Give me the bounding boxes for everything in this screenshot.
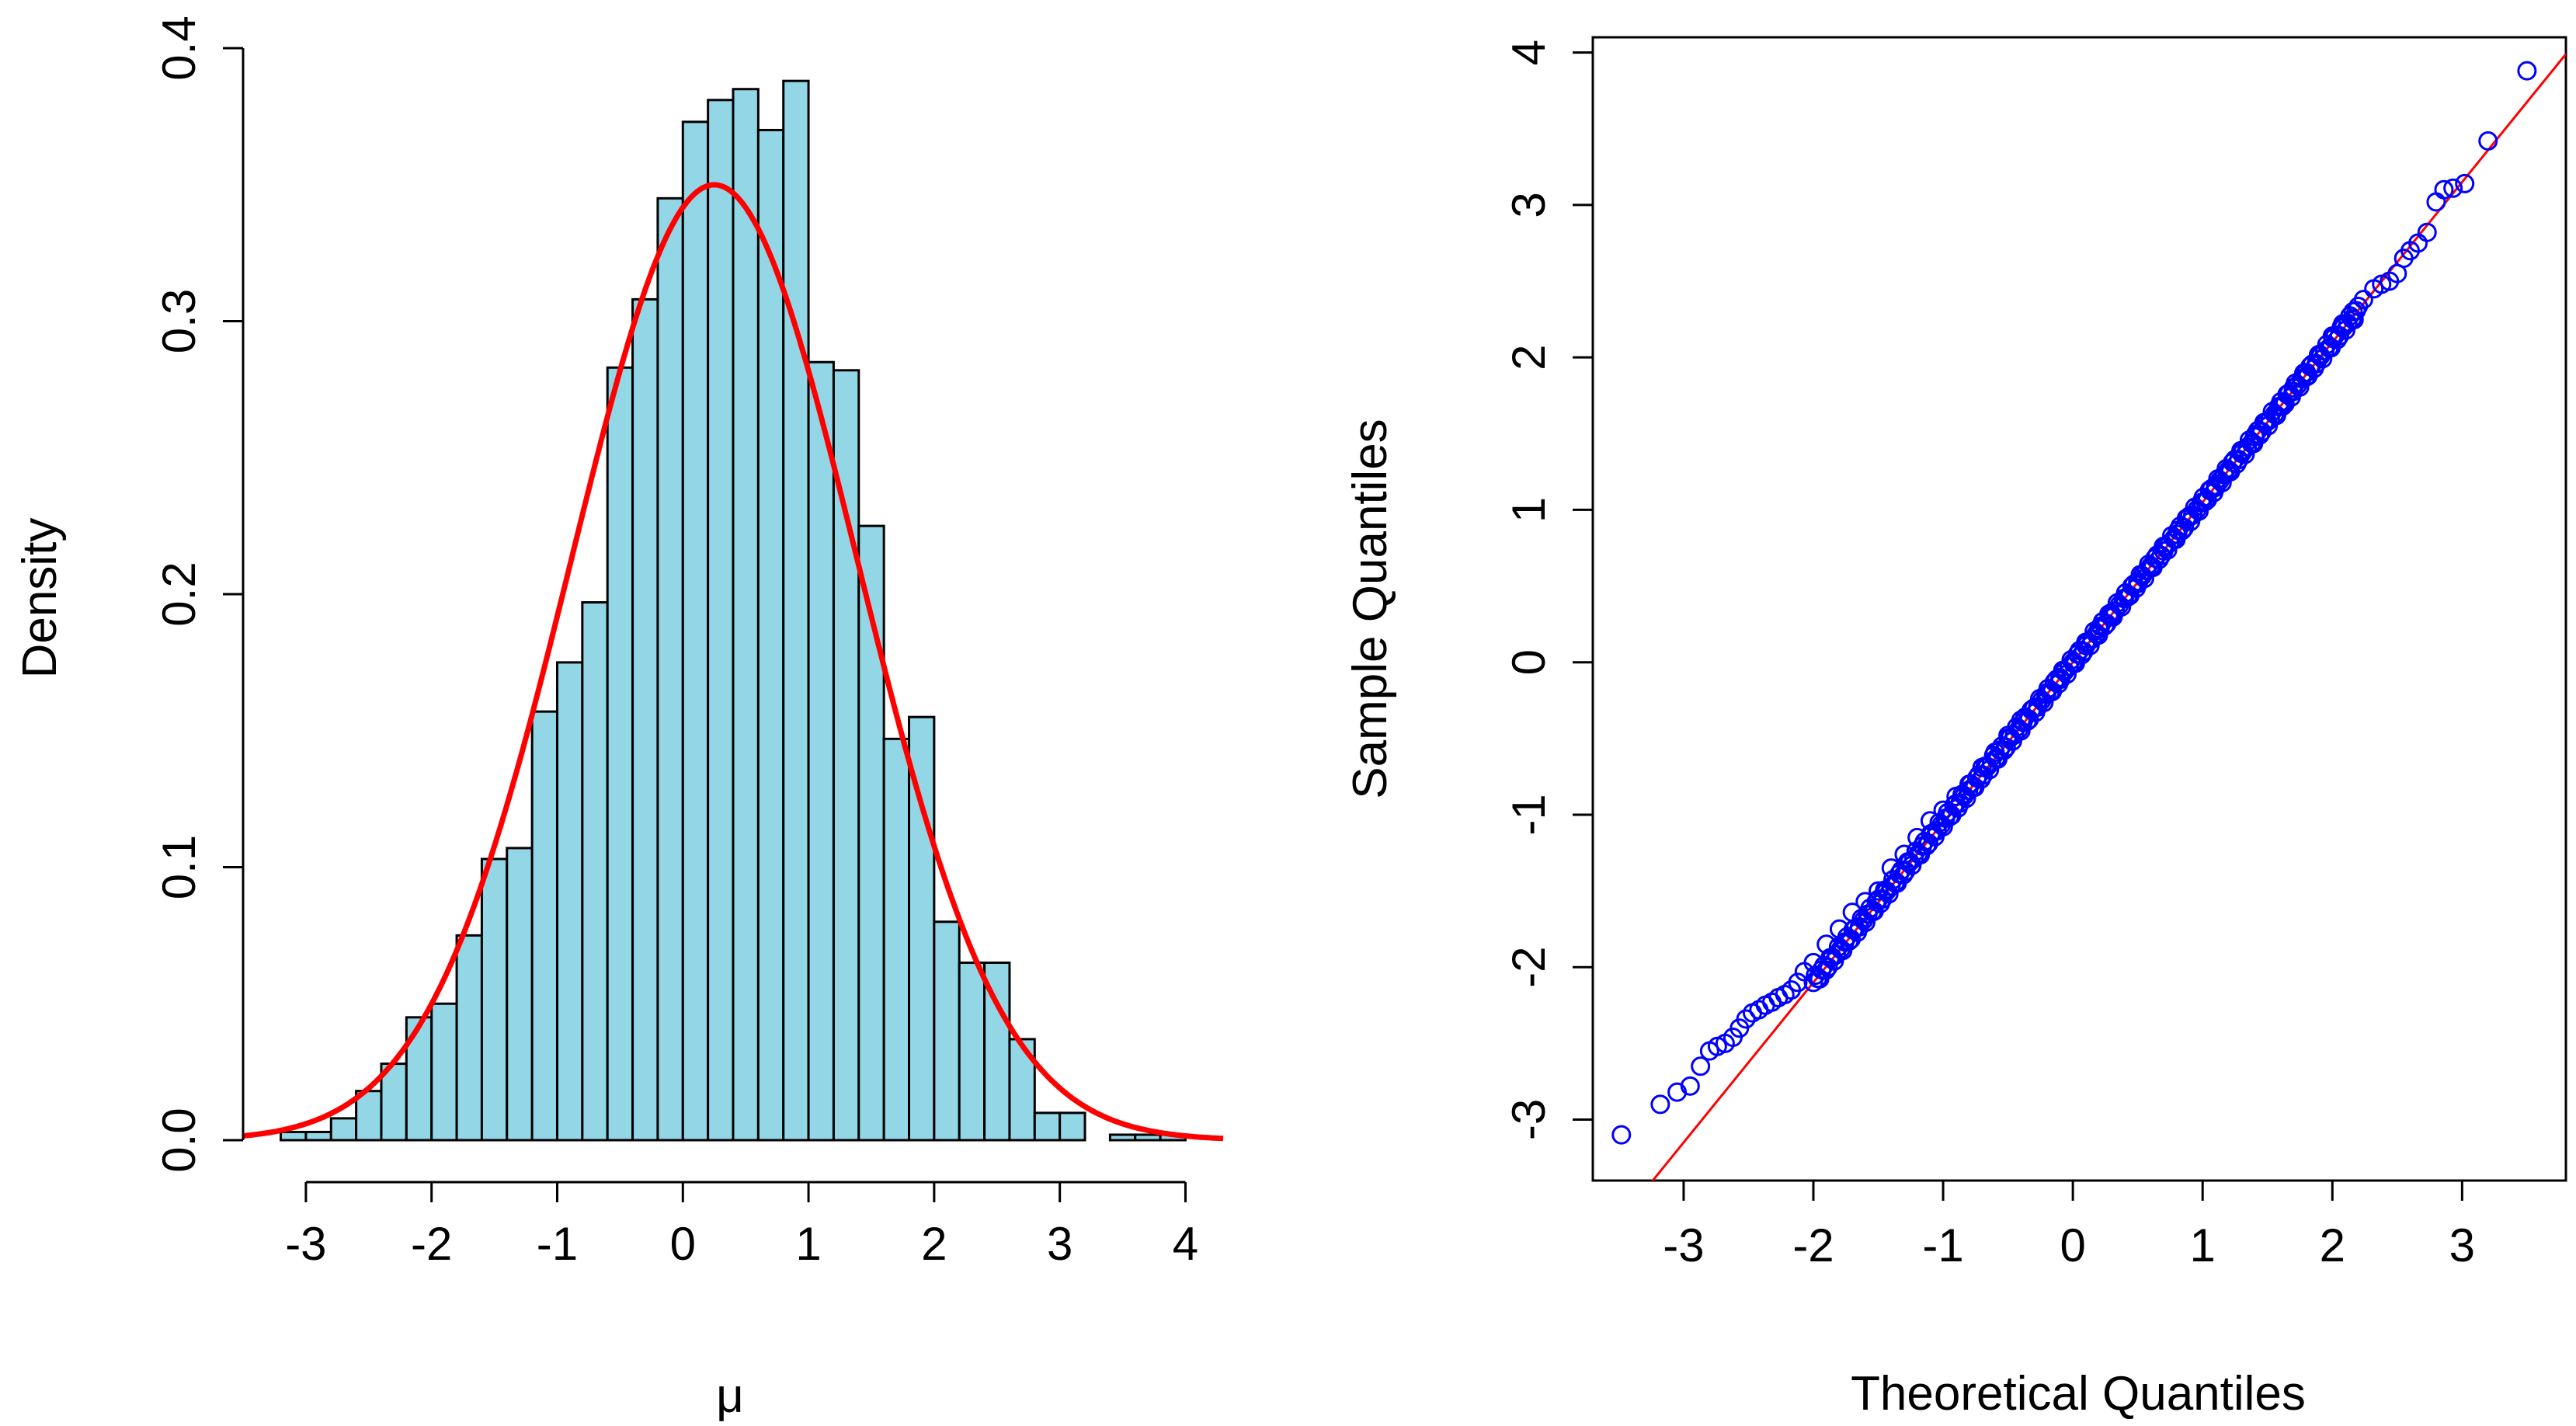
histogram-bar (304, 1130, 332, 1142)
qq-x-tick-label: -1 (1922, 1219, 1963, 1271)
histogram-bar (681, 120, 710, 1142)
qq-y-tick-label: -2 (1503, 947, 1555, 988)
histogram-x-tick-label: 2 (921, 1218, 947, 1270)
histogram-bars (280, 79, 1187, 1142)
qq-y-axis: -3 -2 -1 0 1 2 3 4 (1503, 40, 1594, 1140)
histogram-bar (355, 1090, 383, 1142)
histogram-bar (782, 79, 810, 1142)
qq-plot-frame (1591, 36, 2567, 1182)
histogram-bar (606, 366, 634, 1142)
histogram-bar (1059, 1111, 1086, 1142)
histogram-x-axis-label: μ (716, 1369, 744, 1423)
histogram-bar (656, 197, 684, 1142)
histogram-bar (1134, 1133, 1162, 1142)
qq-x-tick-label: 3 (2449, 1219, 2475, 1271)
histogram-bar (455, 934, 483, 1142)
qq-point (1691, 1056, 1711, 1076)
qq-y-tick-label: 1 (1503, 497, 1555, 523)
histogram-x-tick-label: -1 (537, 1218, 578, 1270)
qq-x-tick-label: 0 (2060, 1219, 2085, 1271)
histogram-bar (707, 99, 735, 1142)
histogram-x-tick-label: -3 (285, 1218, 326, 1270)
histogram-bar (908, 715, 936, 1142)
histogram-y-axis: 0.0 0.1 0.2 0.3 0.4 (153, 16, 245, 1173)
qq-y-tick-label: 0 (1503, 649, 1555, 675)
qq-point (1611, 1125, 1632, 1145)
histogram-bar (933, 920, 961, 1142)
histogram-x-tick-label: 1 (795, 1218, 821, 1270)
qq-point (2517, 61, 2537, 81)
qq-x-axis-label: Theoretical Quantiles (1851, 1367, 2306, 1421)
histogram-x-tick-label: -2 (411, 1218, 452, 1270)
histogram-bar (807, 360, 835, 1142)
qq-plot-panel: -3 -2 -1 0 1 2 3 -3 -2 -1 0 1 2 3 4 Theoretical Quant… (1344, 36, 2567, 1421)
qq-y-tick-label: 3 (1503, 192, 1555, 217)
qq-point (1788, 972, 1808, 993)
normal-density-curve (242, 182, 1224, 1142)
qq-reference-line (1651, 53, 2566, 1181)
histogram-bar (329, 1117, 358, 1142)
qq-point (2455, 173, 2475, 193)
qq-point (1650, 1094, 1670, 1115)
histogram-y-tick-label: 0.3 (153, 289, 205, 353)
qq-point (2417, 222, 2437, 242)
histogram-bar (480, 857, 509, 1142)
qq-point (1680, 1076, 1700, 1096)
histogram-y-axis-label: Density (13, 518, 67, 679)
histogram-panel: -3 -2 -1 0 1 2 3 4 0.0 0.1 0.2 0.3 0.4 μ Density (13, 16, 1224, 1423)
qq-x-tick-label: -3 (1663, 1219, 1704, 1271)
qq-y-tick-label: 4 (1503, 40, 1555, 65)
qq-y-tick-label: -3 (1503, 1099, 1555, 1140)
histogram-bar (1033, 1111, 1062, 1142)
histogram-bar (1108, 1133, 1137, 1142)
histogram-bar (732, 88, 760, 1142)
histogram-bar (430, 1002, 458, 1142)
qq-x-tick-label: 2 (2320, 1219, 2345, 1271)
qq-point (2426, 192, 2446, 212)
histogram-bar (832, 369, 860, 1142)
histogram-y-tick-label: 0.1 (153, 835, 205, 899)
qq-x-axis: -3 -2 -1 0 1 2 3 (1663, 1179, 2475, 1271)
histogram-bar (380, 1063, 408, 1142)
histogram-y-tick-label: 0.0 (153, 1108, 205, 1172)
histogram-x-tick-label: 3 (1047, 1218, 1072, 1270)
qq-point (2443, 178, 2463, 198)
qq-point (2434, 179, 2454, 200)
histogram-y-tick-label: 0.2 (153, 562, 205, 626)
histogram-y-tick-label: 0.4 (153, 16, 205, 80)
histogram-bar (958, 962, 986, 1142)
histogram-x-tick-label: 0 (670, 1218, 696, 1270)
qq-point (2348, 296, 2369, 316)
histogram-bar (555, 661, 584, 1142)
qq-point (1736, 1009, 1756, 1029)
qq-y-tick-label: -1 (1503, 794, 1555, 835)
histogram-bar (882, 737, 911, 1142)
histogram-bar (280, 1130, 308, 1142)
qq-y-axis-label: Sample Quantiles (1344, 419, 1397, 798)
qq-x-tick-label: 1 (2190, 1219, 2216, 1271)
histogram-bar (581, 601, 609, 1142)
histogram-bar (530, 710, 558, 1142)
histogram-x-tick-label: 4 (1173, 1218, 1198, 1270)
qq-points (1611, 61, 2537, 1145)
histogram-x-axis: -3 -2 -1 0 1 2 3 4 (285, 1181, 1198, 1270)
qq-y-tick-label: 2 (1503, 344, 1555, 370)
histogram-bar (631, 297, 659, 1142)
histogram-bar (506, 847, 534, 1142)
qq-point (2478, 130, 2498, 151)
qq-x-tick-label: -2 (1792, 1219, 1834, 1271)
qq-point (2344, 310, 2364, 330)
